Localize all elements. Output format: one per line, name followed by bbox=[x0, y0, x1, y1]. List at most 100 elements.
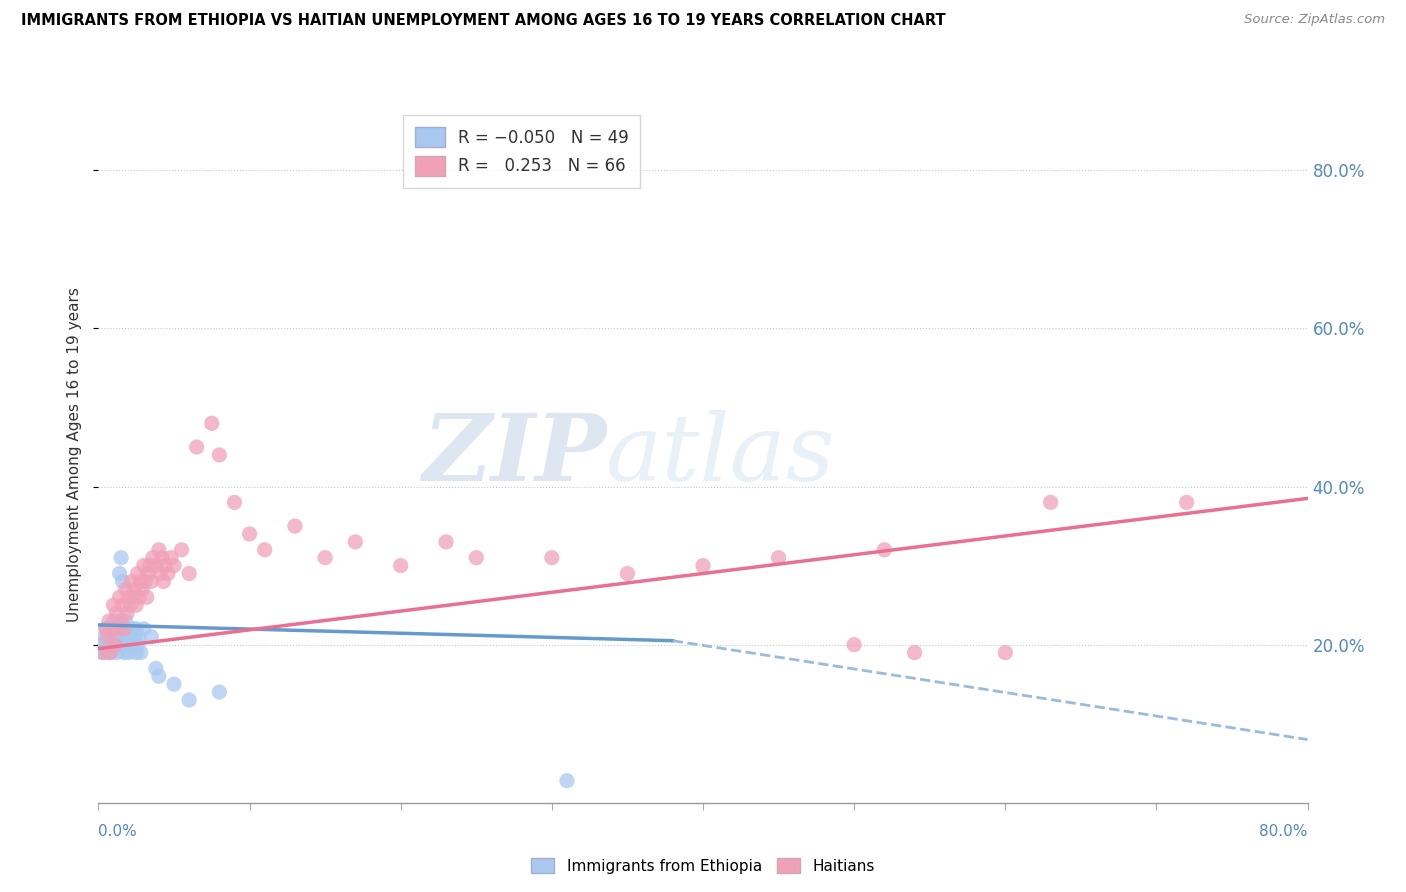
Text: IMMIGRANTS FROM ETHIOPIA VS HAITIAN UNEMPLOYMENT AMONG AGES 16 TO 19 YEARS CORRE: IMMIGRANTS FROM ETHIOPIA VS HAITIAN UNEM… bbox=[21, 13, 946, 29]
Point bbox=[105, 606, 128, 620]
Point bbox=[110, 550, 132, 565]
Point bbox=[94, 622, 117, 636]
Point bbox=[90, 638, 112, 652]
Point bbox=[994, 646, 1017, 660]
Point bbox=[125, 622, 148, 636]
Point bbox=[100, 630, 122, 644]
Point bbox=[163, 558, 186, 573]
Point bbox=[101, 622, 124, 636]
Point bbox=[152, 574, 174, 589]
Point bbox=[1039, 495, 1062, 509]
Point bbox=[179, 566, 201, 581]
Point bbox=[122, 622, 145, 636]
Point bbox=[101, 622, 124, 636]
Text: Source: ZipAtlas.com: Source: ZipAtlas.com bbox=[1244, 13, 1385, 27]
Point bbox=[135, 591, 157, 605]
Point bbox=[129, 574, 152, 589]
Point bbox=[284, 519, 307, 533]
Point bbox=[692, 558, 714, 573]
Point bbox=[108, 591, 131, 605]
Point bbox=[616, 566, 638, 581]
Point bbox=[434, 534, 457, 549]
Point bbox=[389, 558, 412, 573]
Point bbox=[100, 646, 122, 660]
Point bbox=[115, 606, 138, 620]
Point bbox=[100, 646, 122, 660]
Point bbox=[129, 646, 152, 660]
Point bbox=[134, 574, 156, 589]
Point bbox=[124, 582, 146, 597]
Point bbox=[904, 646, 927, 660]
Point bbox=[149, 566, 172, 581]
Point bbox=[208, 448, 231, 462]
Point bbox=[139, 558, 162, 573]
Point bbox=[150, 550, 173, 565]
Point bbox=[136, 566, 159, 581]
Point bbox=[555, 773, 578, 788]
Point bbox=[239, 527, 262, 541]
Legend: Immigrants from Ethiopia, Haitians: Immigrants from Ethiopia, Haitians bbox=[526, 852, 880, 880]
Point bbox=[94, 638, 117, 652]
Point bbox=[98, 614, 121, 628]
Point bbox=[94, 622, 117, 636]
Point bbox=[110, 614, 132, 628]
Point bbox=[96, 646, 118, 660]
Point bbox=[118, 622, 141, 636]
Text: 0.0%: 0.0% bbox=[98, 824, 138, 838]
Point bbox=[108, 622, 131, 636]
Point bbox=[125, 646, 148, 660]
Point bbox=[98, 622, 121, 636]
Point bbox=[114, 582, 136, 597]
Point bbox=[148, 542, 170, 557]
Point bbox=[105, 646, 128, 660]
Point bbox=[253, 542, 276, 557]
Point bbox=[96, 630, 118, 644]
Point bbox=[314, 550, 336, 565]
Y-axis label: Unemployment Among Ages 16 to 19 years: Unemployment Among Ages 16 to 19 years bbox=[67, 287, 83, 623]
Point bbox=[122, 591, 145, 605]
Point bbox=[91, 646, 114, 660]
Point bbox=[112, 622, 135, 636]
Point bbox=[153, 558, 176, 573]
Point bbox=[103, 598, 125, 612]
Point bbox=[170, 542, 193, 557]
Point bbox=[844, 638, 866, 652]
Point bbox=[124, 630, 146, 644]
Point bbox=[98, 638, 121, 652]
Point bbox=[141, 630, 163, 644]
Point bbox=[111, 598, 134, 612]
Point bbox=[108, 566, 131, 581]
Point bbox=[201, 417, 224, 431]
Point bbox=[103, 630, 125, 644]
Point bbox=[101, 638, 124, 652]
Point bbox=[104, 638, 127, 652]
Point bbox=[112, 646, 135, 660]
Point bbox=[540, 550, 562, 565]
Point bbox=[131, 582, 153, 597]
Point bbox=[1175, 495, 1198, 509]
Point bbox=[141, 574, 163, 589]
Point bbox=[93, 630, 115, 644]
Point bbox=[208, 685, 231, 699]
Point bbox=[465, 550, 488, 565]
Point bbox=[145, 661, 167, 675]
Text: atlas: atlas bbox=[606, 410, 835, 500]
Point bbox=[186, 440, 208, 454]
Point bbox=[121, 638, 143, 652]
Point bbox=[179, 693, 201, 707]
Point bbox=[114, 614, 136, 628]
Point bbox=[128, 630, 150, 644]
Point bbox=[125, 598, 148, 612]
Point bbox=[104, 622, 127, 636]
Point bbox=[111, 622, 134, 636]
Point bbox=[120, 598, 142, 612]
Point bbox=[127, 566, 149, 581]
Point bbox=[344, 534, 367, 549]
Point bbox=[224, 495, 246, 509]
Point bbox=[142, 550, 165, 565]
Point bbox=[96, 630, 118, 644]
Point bbox=[156, 566, 179, 581]
Point bbox=[132, 622, 155, 636]
Point bbox=[91, 646, 114, 660]
Point bbox=[132, 558, 155, 573]
